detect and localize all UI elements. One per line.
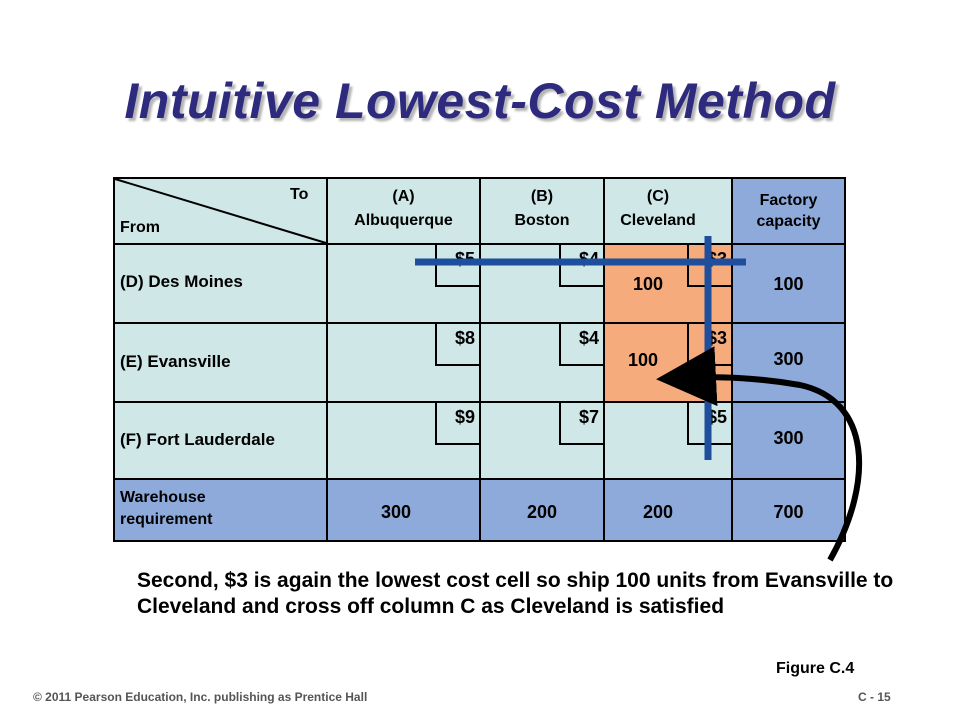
capacity-d-cell xyxy=(731,243,846,324)
requirement-label-cell xyxy=(113,478,328,542)
requirement-b: 200 xyxy=(526,502,558,522)
cost-f-a: $9 xyxy=(435,403,479,445)
capacity-d: 100 xyxy=(773,274,804,294)
row-d-label: (D) Des Moines xyxy=(120,272,243,291)
corner-from-label: From xyxy=(120,219,160,236)
requirement-c: 200 xyxy=(642,502,674,522)
column-b-name: Boston xyxy=(514,212,570,229)
cost-e-b: $4 xyxy=(559,324,603,366)
figure-label: Figure C.4 xyxy=(776,660,855,677)
row-label-e xyxy=(113,322,328,403)
total-value: 700 xyxy=(773,502,804,522)
cell-f-b xyxy=(479,401,605,480)
requirement-b-cell xyxy=(479,478,605,542)
capacity-header-line1: Factory xyxy=(759,192,818,209)
capacity-header xyxy=(731,177,846,245)
cell-e-b xyxy=(479,322,605,403)
column-c-name: Cleveland xyxy=(620,212,696,229)
requirement-label-line1: Warehouse xyxy=(120,489,206,506)
corner-to-label: To xyxy=(290,186,309,203)
row-e-label: (E) Evansville xyxy=(120,352,231,371)
alloc-e-c: 100 xyxy=(627,350,659,370)
requirement-c-cell xyxy=(603,478,733,542)
column-a-letter: (A) xyxy=(392,188,415,205)
copyright-footer: © 2011 Pearson Education, Inc. publishin… xyxy=(33,690,368,704)
column-header-a xyxy=(326,177,481,245)
capacity-header-line2: capacity xyxy=(756,213,821,230)
column-a-name: Albuquerque xyxy=(354,212,453,229)
page-number: C - 15 xyxy=(858,690,891,704)
cell-e-a xyxy=(326,322,481,403)
column-b-letter: (B) xyxy=(530,188,554,205)
capacity-f-cell xyxy=(731,401,846,480)
requirement-label-line2: requirement xyxy=(120,511,213,528)
alloc-d-c: 100 xyxy=(632,274,664,294)
capacity-f: 300 xyxy=(773,428,804,448)
slide-caption: Second, $3 is again the lowest cost cell… xyxy=(137,569,894,618)
slide-title: Intuitive Lowest-Cost Method xyxy=(124,73,836,129)
requirement-a: 300 xyxy=(380,502,412,522)
capacity-e: 300 xyxy=(773,349,804,369)
cost-f-b: $7 xyxy=(559,403,603,445)
capacity-e-cell xyxy=(731,322,846,403)
column-c-letter: (C) xyxy=(646,188,670,205)
requirement-a-cell xyxy=(326,478,481,542)
pointer-arrow xyxy=(656,346,863,562)
cell-d-b xyxy=(479,243,605,324)
row-f-label: (F) Fort Lauderdale xyxy=(120,430,275,449)
total-cell xyxy=(731,478,846,542)
cost-e-a: $8 xyxy=(435,324,479,366)
